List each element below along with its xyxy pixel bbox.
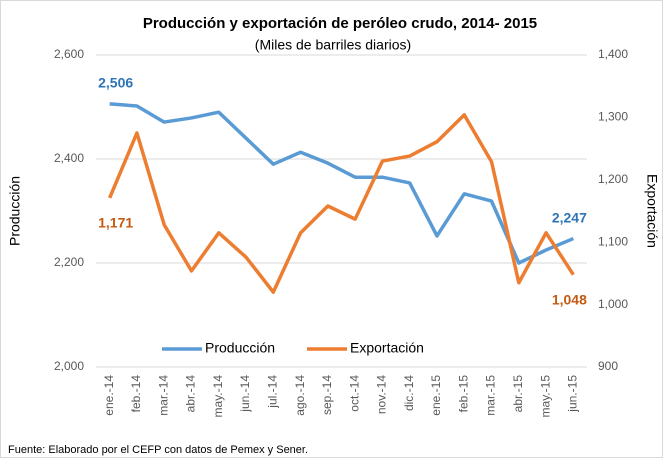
- x-tick-label: mar.-14: [156, 375, 170, 416]
- x-tick-label: abr.-15: [511, 375, 525, 413]
- y2-tick-label: 1,100: [598, 234, 628, 248]
- x-tick-label: ene.-15: [429, 375, 443, 416]
- x-tick-label: oct.-14: [347, 375, 361, 412]
- x-tick-label: jun.-14: [238, 375, 252, 413]
- series-line: [109, 102, 575, 265]
- chart-subtitle: (Miles de barriles diarios): [255, 37, 411, 53]
- data-label: 2,506: [98, 75, 133, 91]
- y2-axis-title: Exportación: [644, 174, 660, 248]
- y2-tick-label: 1,300: [598, 110, 628, 124]
- y-tick-label: 2,200: [54, 255, 84, 269]
- y-tick-label: 2,000: [54, 359, 84, 373]
- data-label: 2,247: [552, 209, 587, 225]
- x-tick-label: ene.-14: [102, 375, 116, 416]
- x-tick-label: sep.-14: [320, 375, 334, 415]
- x-tick-label: abr.-14: [184, 375, 198, 413]
- y-tick-label: 2,400: [54, 151, 84, 165]
- y2-tick-label: 900: [598, 359, 618, 373]
- x-tick-label: feb.-15: [456, 375, 470, 413]
- x-tick-label: may.-14: [211, 375, 225, 418]
- chart-title: Producción y exportación de peróleo crud…: [143, 15, 537, 32]
- source-note: Fuente: Elaborado por el CEFP con datos …: [8, 444, 308, 456]
- x-tick-label: feb.-14: [129, 375, 143, 413]
- x-tick-label: mar.-15: [484, 375, 498, 416]
- data-label: 1,171: [98, 215, 133, 231]
- series-line: [108, 113, 575, 294]
- legend-label: Producción: [205, 340, 275, 356]
- x-tick-label: ago.-14: [293, 375, 307, 416]
- x-tick-label: jun.-15: [566, 375, 580, 413]
- y2-tick-label: 1,000: [598, 297, 628, 311]
- y-tick-label: 2,600: [54, 47, 84, 61]
- x-tick-label: jul.-14: [265, 375, 279, 409]
- data-label: 1,048: [552, 291, 587, 307]
- x-tick-label: nov.-14: [375, 375, 389, 414]
- y-axis-title: Producción: [7, 176, 23, 246]
- y2-tick-label: 1,400: [598, 47, 628, 61]
- x-tick-label: dic.-14: [402, 375, 416, 411]
- x-tick-label: may.-15: [538, 375, 552, 418]
- legend-label: Exportación: [350, 340, 424, 356]
- y2-tick-label: 1,200: [598, 172, 628, 186]
